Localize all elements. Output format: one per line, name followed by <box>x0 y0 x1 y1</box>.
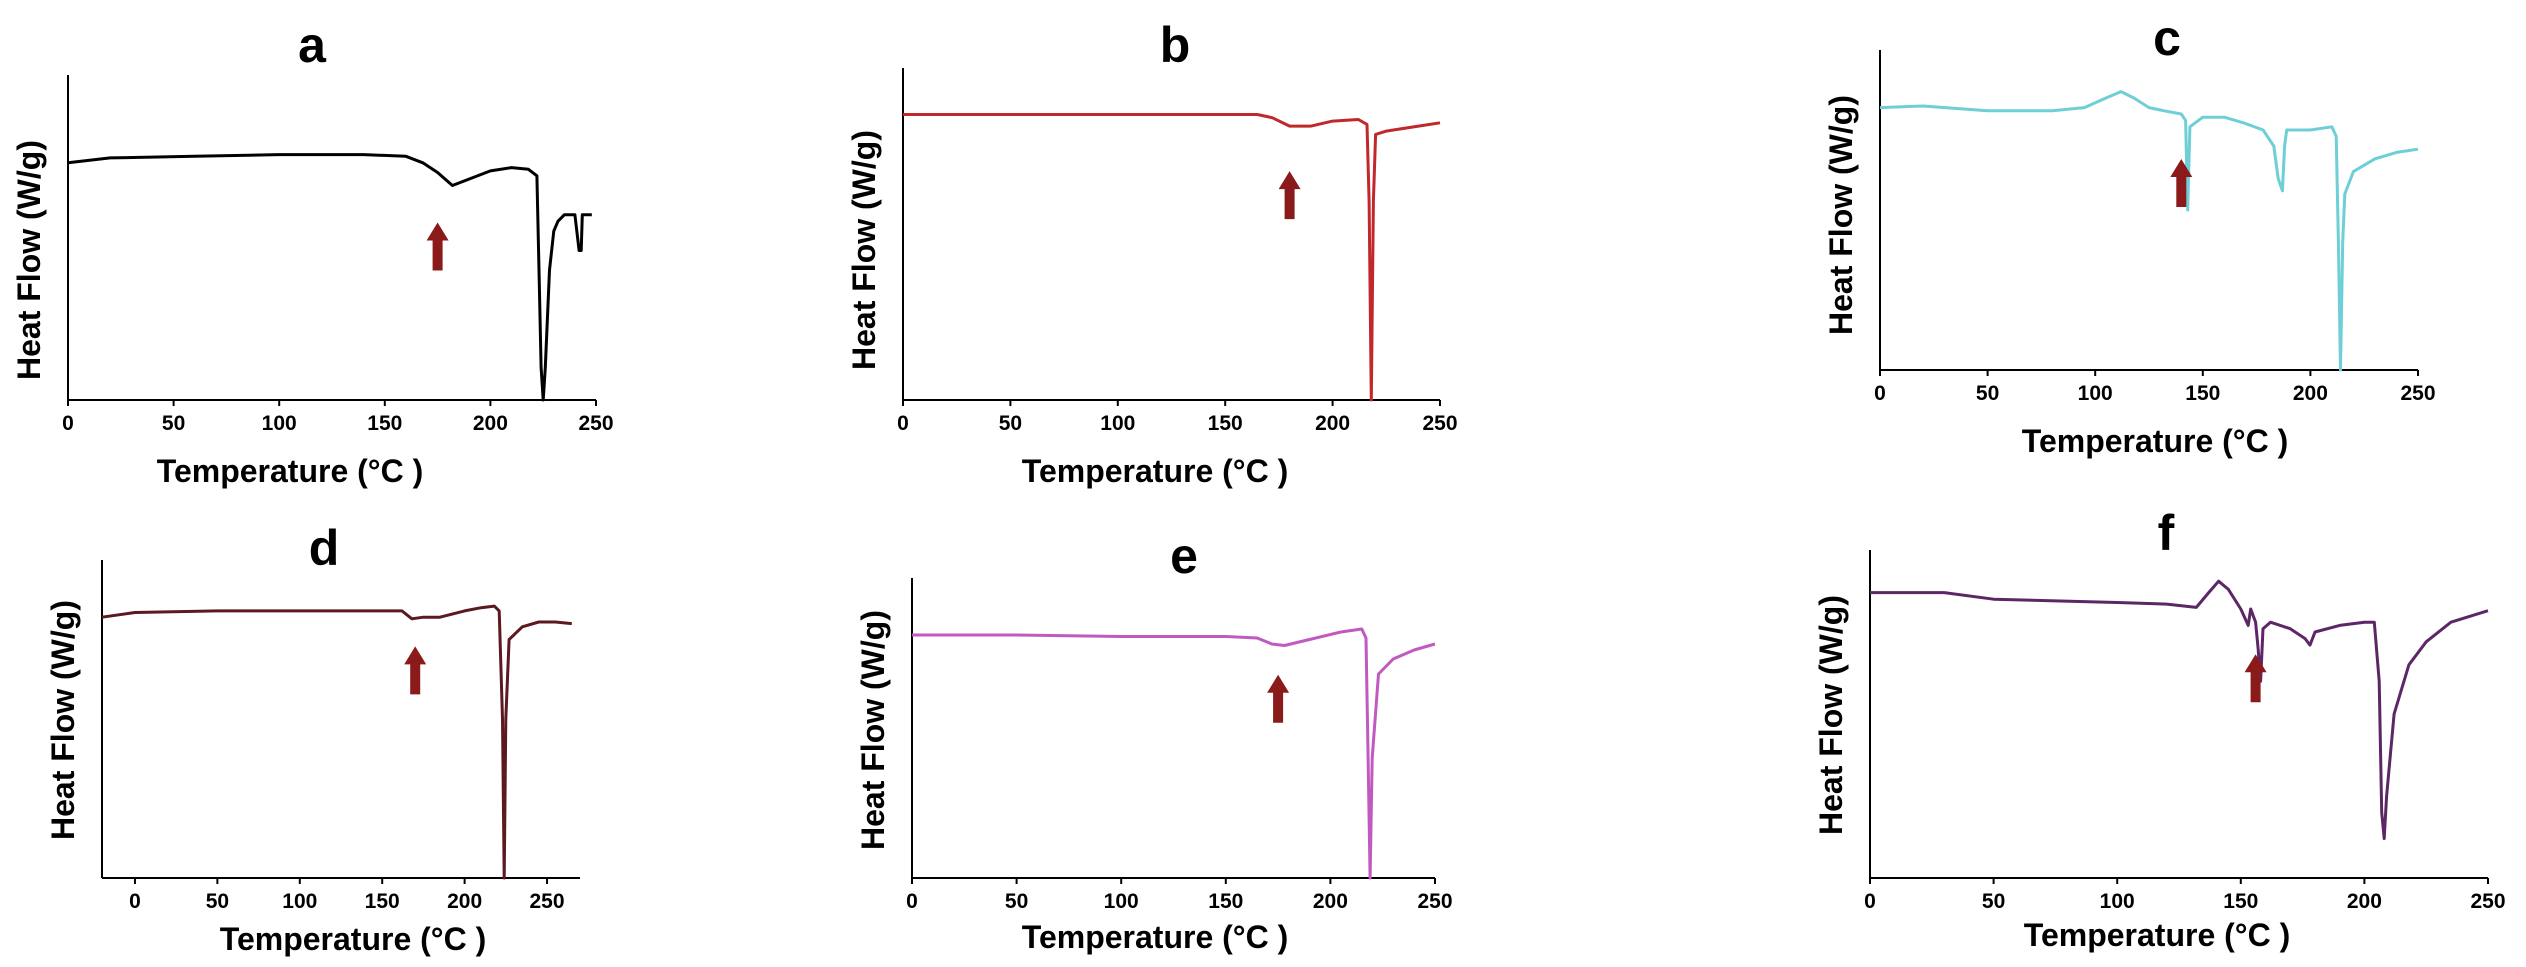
panel-a-x-tick-label: 200 <box>473 412 508 435</box>
panel-c-x-tick-label: 250 <box>2400 382 2435 405</box>
panel-c-arrow-marker <box>2170 159 2193 207</box>
panel-a-series-line <box>67 153 592 402</box>
panel-f-x-tick-label: 50 <box>1982 890 2005 913</box>
panel-d-x-tick-label: 200 <box>447 890 482 913</box>
panel-d-x-title: Temperature (°C ) <box>220 921 486 957</box>
panel-e-x-tick-label: 250 <box>1417 890 1452 913</box>
panel-c-x-tick-label: 150 <box>2185 382 2220 405</box>
panel-d-x-tick-label: 0 <box>129 890 141 913</box>
panel-d-arrow-marker <box>404 646 427 695</box>
panel-b-x-tick-label: 50 <box>999 412 1022 435</box>
panel-b-x-tick-label: 150 <box>1208 412 1243 435</box>
panel-a-x-tick-label: 0 <box>62 412 74 435</box>
panel-b-x-tick-label: 200 <box>1315 412 1350 435</box>
panel-c-label: c <box>2153 10 2181 66</box>
panel-c-y-title: Heat Flow (W/g) <box>1823 95 1859 335</box>
panel-d-y-title: Heat Flow (W/g) <box>45 600 81 840</box>
panel-f-y-title: Heat Flow (W/g) <box>1813 595 1849 835</box>
panel-b-x-tick-label: 0 <box>897 412 909 435</box>
panel-a-x-tick-label: 100 <box>262 412 297 435</box>
panel-c-x-title: Temperature (°C ) <box>2022 423 2288 459</box>
panel-b-y-title: Heat Flow (W/g) <box>846 130 882 370</box>
panel-f-series-line <box>1870 579 2489 841</box>
panel-e-x-tick-label: 0 <box>906 890 918 913</box>
panel-e-x-tick-label: 50 <box>1005 890 1028 913</box>
panel-f-x-tick-label: 200 <box>2347 890 2382 913</box>
panel-e-label: e <box>1170 528 1198 584</box>
panel-c-x-tick-label: 100 <box>2078 382 2113 405</box>
panel-e-y-title: Heat Flow (W/g) <box>855 610 891 850</box>
panel-a-x-tick-label: 250 <box>578 412 613 435</box>
panel-d-x-tick-label: 250 <box>530 890 565 913</box>
panel-f-x-tick-label: 250 <box>2470 890 2505 913</box>
panel-a-arrow-marker <box>426 222 449 271</box>
panel-e-x-title: Temperature (°C ) <box>1022 919 1288 955</box>
panel-e-series-line <box>912 627 1436 880</box>
panel-f-x-tick-label: 100 <box>2100 890 2135 913</box>
panel-e-x-tick-label: 100 <box>1104 890 1139 913</box>
panel-b-x-title: Temperature (°C ) <box>1022 453 1288 489</box>
panel-b-arrow-marker <box>1278 171 1301 220</box>
panel-f-arrow-marker <box>2244 654 2267 703</box>
panel-c-x-tick-label: 50 <box>1976 382 1999 405</box>
panel-e-x-tick-label: 200 <box>1313 890 1348 913</box>
panel-f-x-title: Temperature (°C ) <box>2024 917 2290 953</box>
panel-d-x-tick-label: 50 <box>206 890 229 913</box>
panel-f-x-tick-label: 150 <box>2223 890 2258 913</box>
panel-a-x-tick-label: 50 <box>162 412 185 435</box>
panel-c-x-tick-label: 0 <box>1874 382 1886 405</box>
panel-c-series-line <box>1879 90 2419 372</box>
panel-b-x-tick-label: 250 <box>1422 412 1457 435</box>
panel-b-series-line <box>903 113 1441 402</box>
panel-b-x-tick-label: 100 <box>1100 412 1135 435</box>
panel-e-arrow-marker <box>1267 674 1290 723</box>
panel-a-label: a <box>298 17 327 73</box>
panel-f-label: f <box>2158 505 2175 561</box>
panel-d-x-tick-label: 100 <box>282 890 317 913</box>
panel-a-x-tick-label: 150 <box>367 412 402 435</box>
panel-d-x-tick-label: 150 <box>365 890 400 913</box>
panel-d-label: d <box>309 520 340 576</box>
panel-c-x-tick-label: 200 <box>2293 382 2328 405</box>
panel-f-x-tick-label: 0 <box>1864 890 1876 913</box>
panel-a-x-title: Temperature (°C ) <box>157 453 423 489</box>
panel-e-x-tick-label: 150 <box>1208 890 1243 913</box>
panel-b-label: b <box>1160 17 1191 73</box>
panel-d-series-line <box>101 604 572 880</box>
panel-a-y-title: Heat Flow (W/g) <box>11 140 47 380</box>
